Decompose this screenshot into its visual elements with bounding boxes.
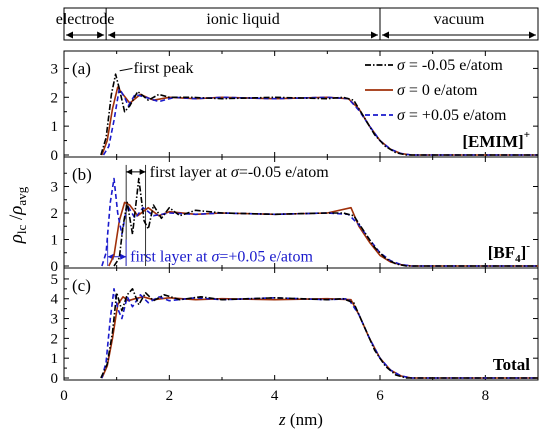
species-label: [EMIM]+ bbox=[462, 129, 530, 151]
species-label: Total bbox=[493, 355, 530, 374]
curves-layer bbox=[100, 73, 538, 379]
region-label: vacuum bbox=[434, 11, 485, 28]
layer-bracket-top-head-left bbox=[126, 168, 133, 175]
panel-letter: (a) bbox=[72, 59, 91, 78]
series-line bbox=[100, 288, 538, 379]
region-arrow-head-right bbox=[529, 31, 536, 39]
annotation-pointer bbox=[119, 67, 133, 72]
region-label: ionic liquid bbox=[206, 11, 279, 28]
x-axis-label-unit: (nm) bbox=[286, 410, 323, 429]
annotation-bottom-prefix: first layer at bbox=[130, 249, 211, 266]
y-tick-label: 1 bbox=[51, 119, 59, 135]
panel-letter: (c) bbox=[72, 276, 91, 295]
y-tick-label: 0 bbox=[51, 148, 59, 164]
panel-letter: (b) bbox=[72, 165, 92, 184]
legend-sigma: σ bbox=[397, 57, 406, 74]
y-tick-label: 1 bbox=[51, 351, 59, 367]
legend-value: = +0.05 e/atom bbox=[405, 107, 507, 124]
species-superscript: + bbox=[524, 129, 530, 141]
y-tick-label: 3 bbox=[51, 312, 59, 328]
legend-label: σ = 0 e/atom bbox=[397, 82, 478, 99]
x-tick-label: 0 bbox=[60, 388, 68, 404]
legend-label: σ = -0.05 e/atom bbox=[397, 57, 503, 74]
region-arrow-head-right bbox=[371, 31, 378, 39]
legend-value: = 0 e/atom bbox=[405, 82, 478, 99]
y-axis-slash: / bbox=[6, 214, 27, 225]
species-main: Total bbox=[493, 355, 530, 374]
region-arrow-head-left bbox=[66, 31, 73, 39]
y-tick-label: 5 bbox=[51, 272, 59, 288]
y-axis-sub-lc: lc bbox=[14, 224, 29, 234]
series-line bbox=[100, 73, 538, 156]
x-axis-label: z (nm) bbox=[278, 410, 323, 429]
layer-bracket-bottom-head-right bbox=[120, 253, 127, 260]
y-tick-label: 2 bbox=[51, 206, 59, 222]
legend-value: = -0.05 e/atom bbox=[405, 57, 503, 74]
x-tick-label: 6 bbox=[376, 388, 384, 404]
x-tick-label: 2 bbox=[166, 388, 174, 404]
species-label: [BF4]- bbox=[488, 240, 531, 265]
annotation-top-suffix: =-0.05 e/atom bbox=[239, 164, 329, 181]
annotation-bottom-text: first layer at σ=+0.05 e/atom bbox=[130, 249, 313, 266]
annotation-bottom-sigma: σ bbox=[211, 249, 220, 266]
legend-sigma: σ bbox=[397, 107, 406, 124]
annotation-bottom-suffix: =+0.05 e/atom bbox=[219, 249, 313, 266]
legend-sigma: σ bbox=[397, 82, 406, 99]
y-tick-label: 3 bbox=[51, 180, 59, 196]
series-line bbox=[101, 288, 538, 379]
series-line bbox=[101, 296, 538, 379]
y-tick-label: 3 bbox=[51, 61, 59, 77]
region-arrow-head-left bbox=[108, 31, 116, 39]
annotation-top-sigma: σ bbox=[231, 164, 240, 181]
y-axis-rho-2: ρ bbox=[6, 206, 27, 216]
y-axis-rho: ρ bbox=[6, 234, 27, 244]
species-main: [EMIM] bbox=[462, 132, 523, 151]
panel-frame bbox=[63, 267, 539, 381]
region-arrow-head-left bbox=[382, 31, 389, 39]
region-header-frame bbox=[63, 7, 539, 41]
y-tick-label: 1 bbox=[51, 233, 59, 249]
species-main: [BF bbox=[488, 243, 515, 262]
x-tick-label: 4 bbox=[271, 388, 279, 404]
y-axis-sub-avg: avg bbox=[14, 186, 29, 205]
series-line bbox=[113, 177, 538, 267]
y-axis-label: ρlc /ρavg bbox=[6, 186, 29, 244]
y-tick-label: 2 bbox=[51, 331, 59, 347]
axes-layer bbox=[63, 7, 539, 381]
layer-bracket-top-head-right bbox=[139, 168, 146, 175]
species-superscript: - bbox=[526, 240, 530, 252]
x-tick-label: 8 bbox=[482, 388, 490, 404]
y-tick-label: 0 bbox=[51, 371, 59, 387]
x-axis-label-var: z bbox=[278, 410, 286, 429]
species-subscript: 4 bbox=[515, 253, 521, 265]
annotation-top-text: first layer at σ=-0.05 e/atom bbox=[150, 164, 330, 181]
legend-label: σ = +0.05 e/atom bbox=[397, 107, 507, 124]
annotation-text: first peak bbox=[134, 60, 194, 77]
y-tick-label: 0 bbox=[51, 259, 59, 275]
region-arrow-head-right bbox=[97, 31, 105, 39]
annotation-top-prefix: first layer at bbox=[150, 164, 231, 181]
y-tick-label: 4 bbox=[51, 292, 59, 308]
labels-layer: electrode ionic liquid vacuum 0 1 2 3 (a) [EMIM]… bbox=[6, 11, 530, 429]
region-label: electrode bbox=[56, 11, 115, 28]
y-tick-label: 2 bbox=[51, 90, 59, 106]
species-bracket: ] bbox=[521, 243, 527, 262]
